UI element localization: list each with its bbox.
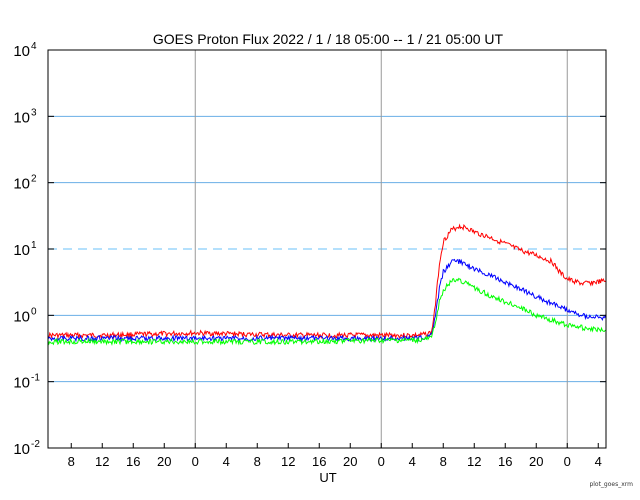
- y-tick-label: 10: [13, 441, 30, 458]
- y-tick-label: 10: [13, 242, 30, 259]
- x-tick-label: 0: [564, 454, 571, 469]
- y-tick-exponent: -2: [31, 439, 40, 450]
- x-tick-label: 16: [312, 454, 326, 469]
- y-tick-exponent: 1: [31, 240, 37, 251]
- x-tick-label: 16: [126, 454, 140, 469]
- y-tick-exponent: -1: [31, 373, 40, 384]
- y-tick-exponent: 2: [31, 174, 37, 185]
- x-tick-label: 12: [95, 454, 109, 469]
- x-tick-label: 4: [223, 454, 230, 469]
- chart-title: GOES Proton Flux 2022 / 1 / 18 05:00 -- …: [153, 31, 504, 47]
- x-tick-label: 20: [529, 454, 543, 469]
- grid-layer: [48, 50, 606, 448]
- x-tick-label: 0: [192, 454, 199, 469]
- x-tick-label: 8: [68, 454, 75, 469]
- x-tick-label: 8: [440, 454, 447, 469]
- y-tick-exponent: 4: [31, 41, 37, 52]
- y-tick-label: 10: [13, 43, 30, 60]
- x-tick-label: 20: [343, 454, 357, 469]
- x-axis-label: UT: [319, 470, 336, 485]
- x-tick-label: 12: [467, 454, 481, 469]
- x-tick-label: 0: [378, 454, 385, 469]
- series-line-2: [47, 258, 607, 343]
- series-line-1: [47, 223, 607, 340]
- x-tick-layer: 8 12 16 20 0 4 8 12 16 20 0 4 8 12 16 20 0 4: [68, 443, 602, 469]
- y-tick-label: 10: [13, 375, 30, 392]
- y-tick-label: 10: [13, 109, 30, 126]
- series-line-3: [47, 277, 607, 346]
- series-layer: [47, 223, 607, 346]
- x-tick-label: 12: [281, 454, 295, 469]
- y-tick-label: 10: [13, 308, 30, 325]
- credit-label: plot_goes_xrm: [589, 481, 633, 488]
- y-tick-exponent: 3: [31, 107, 37, 118]
- x-tick-label: 8: [254, 454, 261, 469]
- x-tick-label: 20: [157, 454, 171, 469]
- y-tick-label: 10: [13, 176, 30, 193]
- x-tick-label: 16: [498, 454, 512, 469]
- x-tick-label: 4: [409, 454, 416, 469]
- x-tick-label: 4: [595, 454, 602, 469]
- y-tick-exponent: 0: [31, 306, 37, 317]
